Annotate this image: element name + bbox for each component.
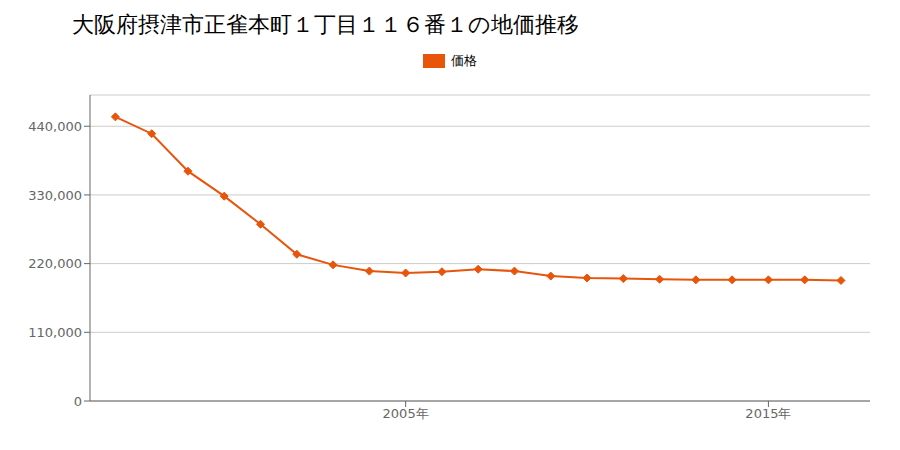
svg-text:110,000: 110,000 [28, 325, 82, 340]
html-text:価格: 価格 [451, 53, 477, 68]
svg-text:2015年: 2015年 [745, 406, 791, 421]
svg-text:2005年: 2005年 [383, 406, 429, 421]
svg-text:330,000: 330,000 [28, 188, 82, 203]
svg-text:220,000: 220,000 [28, 256, 82, 271]
html-text:大阪府摂津市正雀本町１丁目１１６番１の地価推移: 大阪府摂津市正雀本町１丁目１１６番１の地価推移 [72, 12, 579, 37]
svg-text:0: 0 [74, 394, 82, 409]
svg-text:440,000: 440,000 [28, 119, 82, 134]
